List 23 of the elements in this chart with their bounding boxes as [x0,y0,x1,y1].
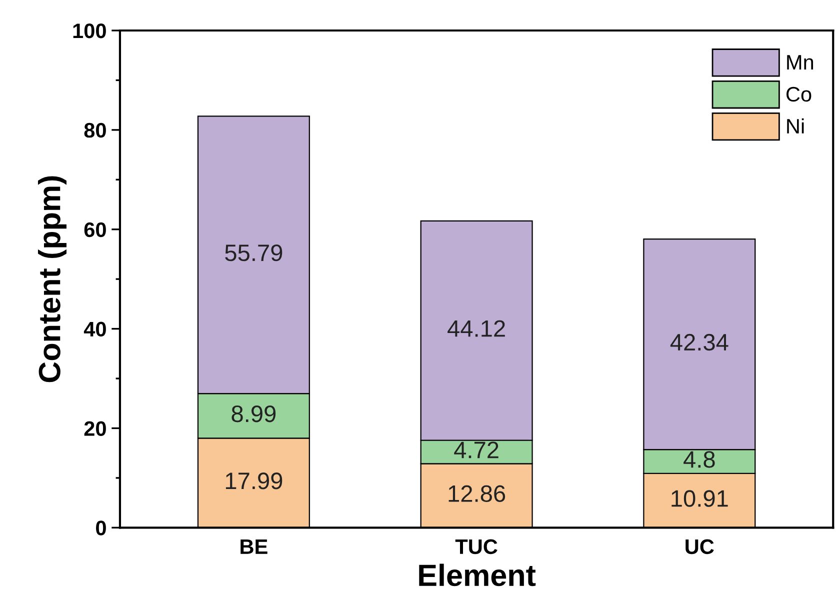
data-label: 8.99 [232,405,276,422]
x-tick-label: UC [686,539,714,554]
y-axis-title: Content (ppm) [38,176,66,382]
legend-label: Mn [787,55,814,70]
y-tick-label: 80 [84,122,106,138]
data-label: 12.86 [448,485,506,502]
y-tick-label: 60 [84,222,106,238]
data-label: 4.8 [684,451,715,468]
x-axis-title: Element [419,564,536,586]
data-label: 55.79 [225,244,282,262]
data-label: 4.72 [454,442,498,458]
y-tick-label: 100 [73,24,106,38]
y-tick-label: 20 [84,421,106,436]
data-label: 10.91 [672,490,728,507]
y-tick-label: 40 [84,322,106,337]
x-tick-label: TUC [455,539,498,554]
data-label: 17.99 [226,472,282,490]
data-label: 42.34 [670,334,728,351]
legend-label: Co [786,86,812,102]
x-tick-label: BE [240,540,268,554]
data-label: 44.12 [448,320,505,337]
legend-label: Ni [787,118,804,134]
y-tick-label: 0 [96,520,106,536]
